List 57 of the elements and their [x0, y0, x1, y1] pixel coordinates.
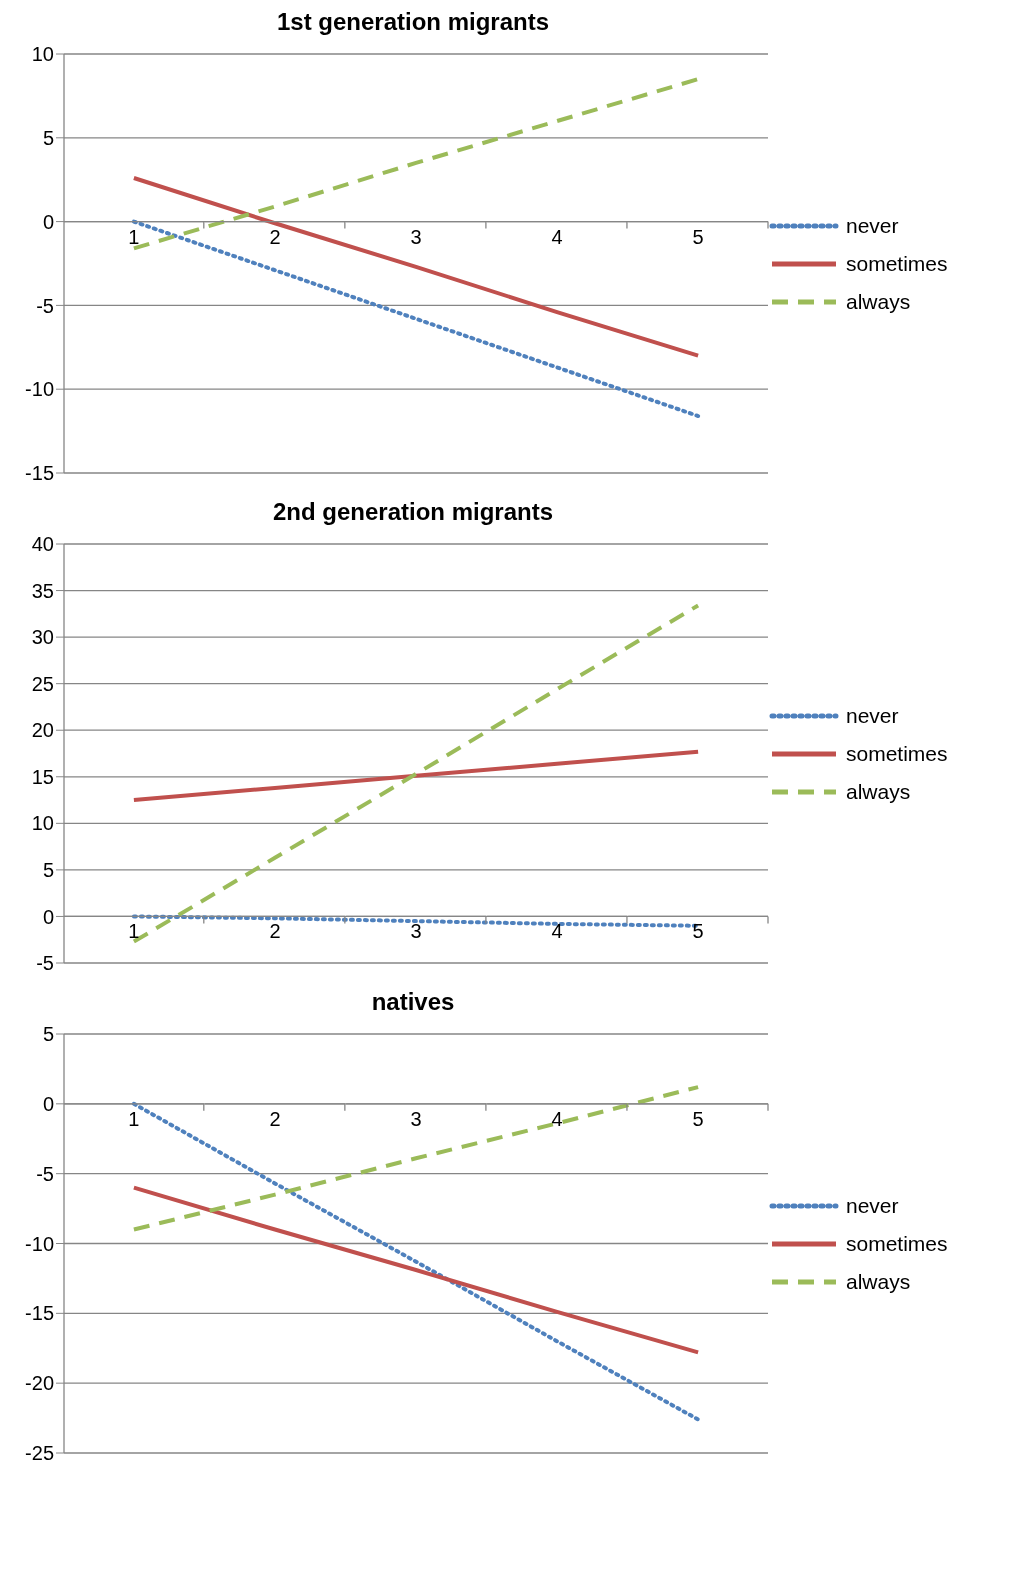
chart-title: 2nd generation migrants [271, 498, 554, 526]
y-tick-label: -5 [36, 1162, 54, 1185]
y-tick-label: 5 [42, 858, 54, 881]
legend-label: never [846, 704, 899, 728]
y-tick-label: -10 [25, 378, 54, 401]
y-tick-label: 10 [31, 43, 54, 66]
y-tick-label: 0 [42, 210, 54, 233]
y-tick-label: 35 [31, 579, 54, 602]
y-tick-label: 0 [42, 905, 54, 928]
line-series [131, 219, 701, 419]
line-series [131, 749, 701, 803]
legend-label: never [846, 1194, 899, 1218]
line-series [131, 1101, 701, 1422]
y-tick-label: 5 [42, 126, 54, 149]
x-tick-label: 5 [692, 920, 704, 943]
chart-title: 1st generation migrants [275, 8, 551, 36]
line-series [131, 1085, 701, 1232]
line-series [131, 1185, 701, 1355]
legend-label: always [846, 290, 911, 314]
legend-label: always [846, 1270, 911, 1294]
y-tick-label: 0 [42, 1092, 54, 1115]
x-tick-label: 4 [551, 225, 563, 248]
x-tick-label: 2 [269, 920, 281, 943]
y-tick-label: -15 [25, 462, 54, 485]
line-series [131, 176, 701, 358]
x-tick-label: 1 [128, 225, 140, 248]
y-tick-label: -5 [36, 294, 54, 317]
legend-label: never [846, 214, 899, 238]
y-tick-label: 20 [31, 719, 54, 742]
x-tick-label: 2 [269, 225, 281, 248]
x-tick-label: 5 [692, 225, 704, 248]
y-tick-label: 40 [31, 533, 54, 556]
x-tick-label: 4 [551, 920, 563, 943]
legend-label: always [846, 780, 911, 804]
x-tick-label: 2 [269, 1107, 281, 1130]
legend-label: sometimes [846, 1232, 948, 1256]
x-tick-label: 3 [410, 920, 422, 943]
y-tick-label: 30 [31, 626, 54, 649]
y-tick-label: 15 [31, 765, 54, 788]
legend-label: sometimes [846, 742, 948, 766]
y-tick-label: 25 [31, 672, 54, 695]
legend-label: sometimes [846, 252, 948, 276]
x-tick-label: 5 [692, 1107, 704, 1130]
x-tick-label: 3 [410, 1107, 422, 1130]
y-tick-label: 5 [42, 1023, 54, 1046]
x-tick-label: 1 [128, 1107, 140, 1130]
y-tick-label: -15 [25, 1302, 54, 1325]
x-tick-label: 1 [128, 920, 140, 943]
chart-title: natives [370, 988, 456, 1016]
y-tick-label: -10 [25, 1232, 54, 1255]
x-tick-label: 4 [551, 1107, 563, 1130]
y-tick-label: -25 [25, 1442, 54, 1465]
line-series [131, 603, 701, 944]
y-tick-label: -5 [36, 952, 54, 975]
y-tick-label: -20 [25, 1372, 54, 1395]
x-tick-label: 3 [410, 225, 422, 248]
y-tick-label: 10 [31, 812, 54, 835]
